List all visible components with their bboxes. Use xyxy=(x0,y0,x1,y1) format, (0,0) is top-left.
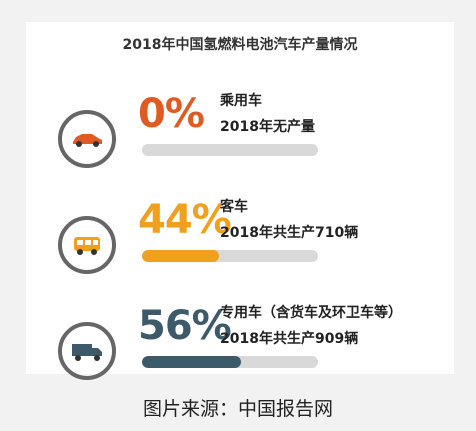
bus-icon xyxy=(74,237,100,255)
car-icon xyxy=(73,134,102,147)
car-icon-circle xyxy=(58,110,116,168)
infographic-card: 2018年中国氢燃料电池汽车产量情况 0% 乘用车 2018年无产量 xyxy=(26,22,454,380)
bar-fill-bus xyxy=(142,250,220,262)
bar-track xyxy=(142,356,318,368)
category-label: 专用车（含货车及环卫车等） xyxy=(220,305,402,321)
category-description: 2018年共生产710辆 xyxy=(220,225,359,241)
category-row-special: 56% 专用车（含货车及环卫车等） 2018年共生产909辆 xyxy=(26,303,454,428)
bar-fill-special xyxy=(142,356,241,368)
category-row-bus: 44% 客车 2018年共生产710辆 xyxy=(26,197,454,322)
value-label: 56% xyxy=(138,303,232,349)
category-description: 2018年共生产909辆 xyxy=(220,331,359,347)
source-caption: 图片来源：中国报告网 xyxy=(142,398,333,420)
value-label: 44% xyxy=(138,197,232,243)
category-label: 乘用车 xyxy=(220,93,262,109)
truck-icon xyxy=(72,344,102,361)
category-row-passenger: 0% 乘用车 2018年无产量 xyxy=(26,91,454,216)
category-label: 客车 xyxy=(220,199,248,215)
bus-icon-circle xyxy=(58,216,116,274)
value-label: 0% xyxy=(138,91,205,137)
category-description: 2018年无产量 xyxy=(220,119,315,135)
bar-track xyxy=(142,144,318,156)
truck-icon-circle xyxy=(58,322,116,380)
chart-title: 2018年中国氢燃料电池汽车产量情况 xyxy=(122,37,358,53)
bar-track xyxy=(142,250,318,262)
